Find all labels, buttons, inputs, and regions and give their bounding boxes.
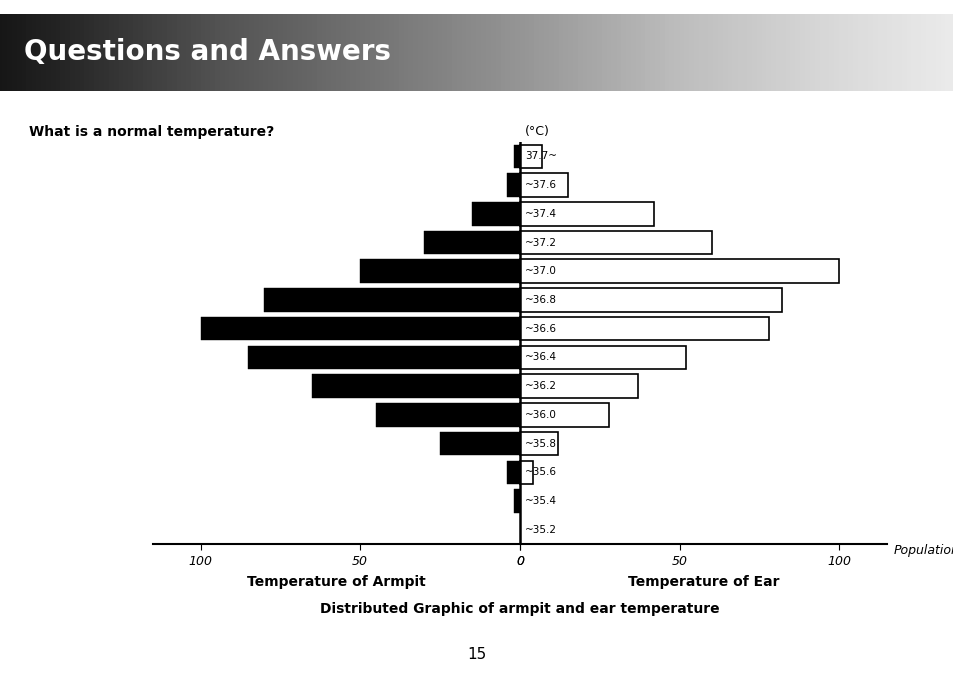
- Bar: [248, 345, 519, 369]
- Text: ~37.0: ~37.0: [524, 266, 556, 276]
- Bar: [519, 317, 768, 341]
- Text: ~36.8: ~36.8: [524, 295, 557, 305]
- Text: ~37.4: ~37.4: [524, 209, 557, 219]
- Bar: [200, 317, 519, 341]
- Text: ~36.2: ~36.2: [524, 381, 557, 391]
- Bar: [424, 231, 519, 254]
- Bar: [519, 202, 654, 226]
- Text: ~36.6: ~36.6: [524, 324, 557, 334]
- Bar: [519, 288, 781, 312]
- Text: ~35.8: ~35.8: [524, 439, 557, 449]
- Bar: [472, 202, 519, 226]
- Bar: [312, 375, 519, 398]
- Bar: [519, 403, 609, 427]
- Bar: [513, 145, 519, 168]
- Text: ~37.2: ~37.2: [524, 237, 557, 247]
- Bar: [519, 145, 541, 168]
- Text: ~35.6: ~35.6: [524, 467, 557, 477]
- Bar: [519, 231, 711, 254]
- Bar: [375, 403, 519, 427]
- Text: Questions and Answers: Questions and Answers: [24, 39, 391, 66]
- Text: What is a normal temperature?: What is a normal temperature?: [29, 125, 274, 139]
- Text: (°C): (°C): [524, 124, 549, 138]
- Bar: [439, 432, 519, 456]
- Text: ~36.0: ~36.0: [524, 410, 556, 420]
- Bar: [519, 345, 685, 369]
- Bar: [519, 432, 558, 456]
- Bar: [264, 288, 519, 312]
- Bar: [519, 173, 567, 197]
- Bar: [507, 460, 519, 484]
- Text: 15: 15: [467, 648, 486, 662]
- Text: ~35.4: ~35.4: [524, 496, 557, 506]
- Bar: [519, 260, 839, 283]
- Bar: [513, 489, 519, 513]
- Bar: [519, 460, 532, 484]
- Text: Distributed Graphic of armpit and ear temperature: Distributed Graphic of armpit and ear te…: [320, 602, 719, 616]
- Bar: [507, 173, 519, 197]
- Text: Temperature of Armpit: Temperature of Armpit: [247, 575, 425, 589]
- Text: ~35.2: ~35.2: [524, 525, 557, 535]
- Text: ~36.4: ~36.4: [524, 352, 557, 362]
- Text: Temperature of Ear: Temperature of Ear: [627, 575, 779, 589]
- Bar: [519, 375, 638, 398]
- Text: 37.7~: 37.7~: [524, 151, 557, 162]
- Text: Population: Population: [893, 544, 953, 557]
- Bar: [360, 260, 519, 283]
- Text: ~37.6: ~37.6: [524, 180, 557, 190]
